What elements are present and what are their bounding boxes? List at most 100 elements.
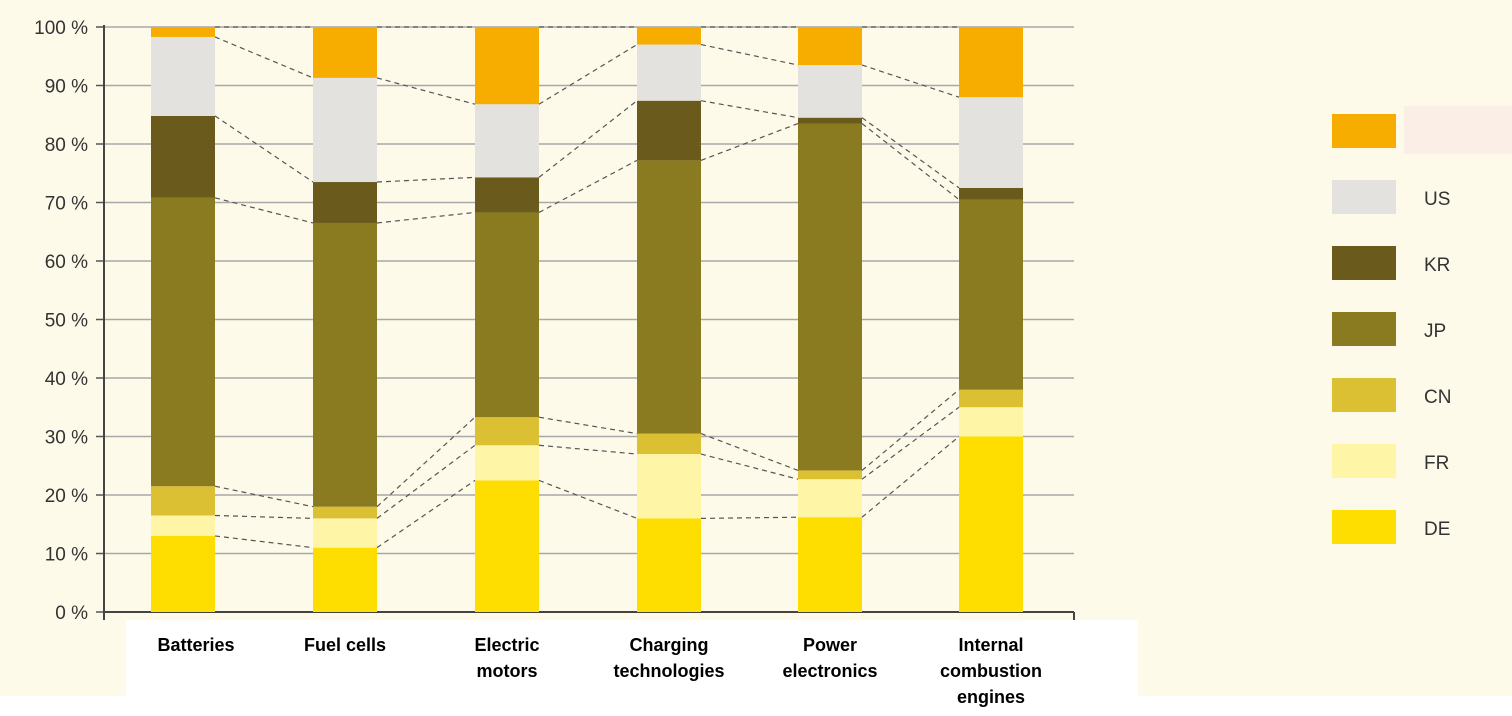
bar-segment-jp — [637, 160, 701, 434]
legend-swatch — [1332, 180, 1396, 214]
y-tick-label: 80 % — [45, 135, 88, 156]
x-category-label: Batteries — [157, 635, 235, 655]
y-tick-label: 70 % — [45, 194, 88, 215]
connector-line — [700, 516, 799, 519]
bar-segment-fr — [475, 445, 539, 481]
bar-segment-fr — [637, 454, 701, 519]
bar-segment-us — [151, 36, 215, 116]
connector-line — [861, 436, 960, 518]
legend-label: DE — [1424, 519, 1450, 540]
y-tick-label: 50 % — [45, 311, 88, 332]
bar-segment-rest-of-the-world — [798, 27, 862, 66]
bar-segment-cn — [151, 486, 215, 516]
bar-segment-cn — [637, 433, 701, 455]
connector-line — [214, 535, 314, 549]
y-tick-label: 30 % — [45, 428, 88, 449]
legend-swatch — [1332, 444, 1396, 478]
bar-segment-fr — [798, 479, 862, 518]
y-tick-label: 100 % — [34, 18, 88, 39]
connector-line — [861, 117, 960, 189]
bar-segment-jp — [313, 222, 377, 507]
connector-line — [861, 64, 960, 98]
legend-label: CN — [1424, 387, 1451, 408]
y-tick-label: 90 % — [45, 77, 88, 98]
legend-swatch — [1332, 114, 1396, 148]
connector-line — [538, 479, 638, 519]
connector-line — [214, 485, 314, 508]
bar-segment-fr — [313, 518, 377, 548]
x-category-label: Fuel cells — [303, 635, 387, 655]
legend-swatch — [1332, 510, 1396, 544]
bar-segment-jp — [151, 197, 215, 487]
bar-segment-rest-of-the-world — [313, 27, 377, 78]
bar-segment-rest-of-the-world — [151, 27, 215, 37]
bar-segment-jp — [798, 123, 862, 471]
bar-segment-cn — [313, 506, 377, 519]
connector-line — [538, 44, 638, 105]
connector-line — [376, 444, 476, 519]
legend-swatch — [1332, 246, 1396, 280]
connector-line — [214, 514, 314, 519]
bar-segment-us — [475, 104, 539, 178]
connector-line — [538, 100, 638, 178]
bar-segment-rest-of-the-world — [475, 27, 539, 105]
connector-line — [538, 416, 638, 435]
legend-label: FR — [1424, 453, 1449, 474]
connector-line — [214, 197, 314, 224]
connector-line — [861, 123, 960, 201]
legend-swatch — [1332, 312, 1396, 346]
legend-label: US — [1424, 189, 1450, 210]
bar-segment-rest-of-the-world — [959, 27, 1023, 98]
x-category-label: Electric motors — [474, 635, 540, 681]
connector-line — [700, 122, 799, 161]
connector-line — [214, 115, 314, 183]
bar-segment-cn — [475, 417, 539, 446]
bar-segment-kr — [313, 182, 377, 223]
connector-line — [861, 389, 960, 471]
connector-line — [700, 433, 799, 471]
bar-segment-de — [637, 518, 701, 612]
connector-line — [214, 36, 314, 79]
connector-line — [376, 176, 476, 183]
chart-background — [0, 0, 1512, 696]
connector-line — [376, 416, 476, 508]
bar-segment-us — [313, 77, 377, 183]
bar-segment-de — [475, 480, 539, 612]
connector-line — [376, 479, 476, 549]
connector-line — [376, 211, 476, 224]
bar-segment-de — [959, 436, 1023, 612]
x-category-label: Charging technologies — [613, 635, 725, 681]
legend-label: JP — [1424, 321, 1446, 342]
y-tick-label: 10 % — [45, 545, 88, 566]
y-tick-label: 20 % — [45, 486, 88, 507]
connector-line — [700, 453, 799, 480]
bar-segment-kr — [637, 100, 701, 161]
bar-segment-rest-of-the-world — [637, 27, 701, 45]
x-category-label: Internal combustion engines — [940, 635, 1042, 707]
bar-segment-kr — [959, 187, 1023, 200]
bar-segment-de — [798, 517, 862, 612]
bar-segment-us — [798, 65, 862, 118]
legend-highlight-box — [1404, 106, 1512, 154]
connector-line — [538, 159, 638, 213]
connector-line — [376, 77, 476, 105]
y-tick-label: 0 % — [55, 603, 88, 624]
connector-line — [700, 43, 799, 66]
bar-segment-fr — [959, 407, 1023, 437]
y-tick-label: 60 % — [45, 252, 88, 273]
bar-segment-us — [637, 44, 701, 101]
legend-label: KR — [1424, 255, 1450, 276]
bar-segment-cn — [798, 470, 862, 480]
bar-segment-fr — [151, 515, 215, 536]
connector-line — [700, 100, 799, 119]
connector-line — [861, 406, 960, 480]
bar-segment-cn — [959, 389, 1023, 408]
bar-segment-kr — [151, 115, 215, 198]
category-label-panel — [126, 620, 1138, 696]
y-tick-label: 40 % — [45, 369, 88, 390]
legend-swatch — [1332, 378, 1396, 412]
connector-line — [538, 444, 638, 455]
bar-segment-kr — [475, 177, 539, 213]
bar-segment-de — [151, 535, 215, 612]
